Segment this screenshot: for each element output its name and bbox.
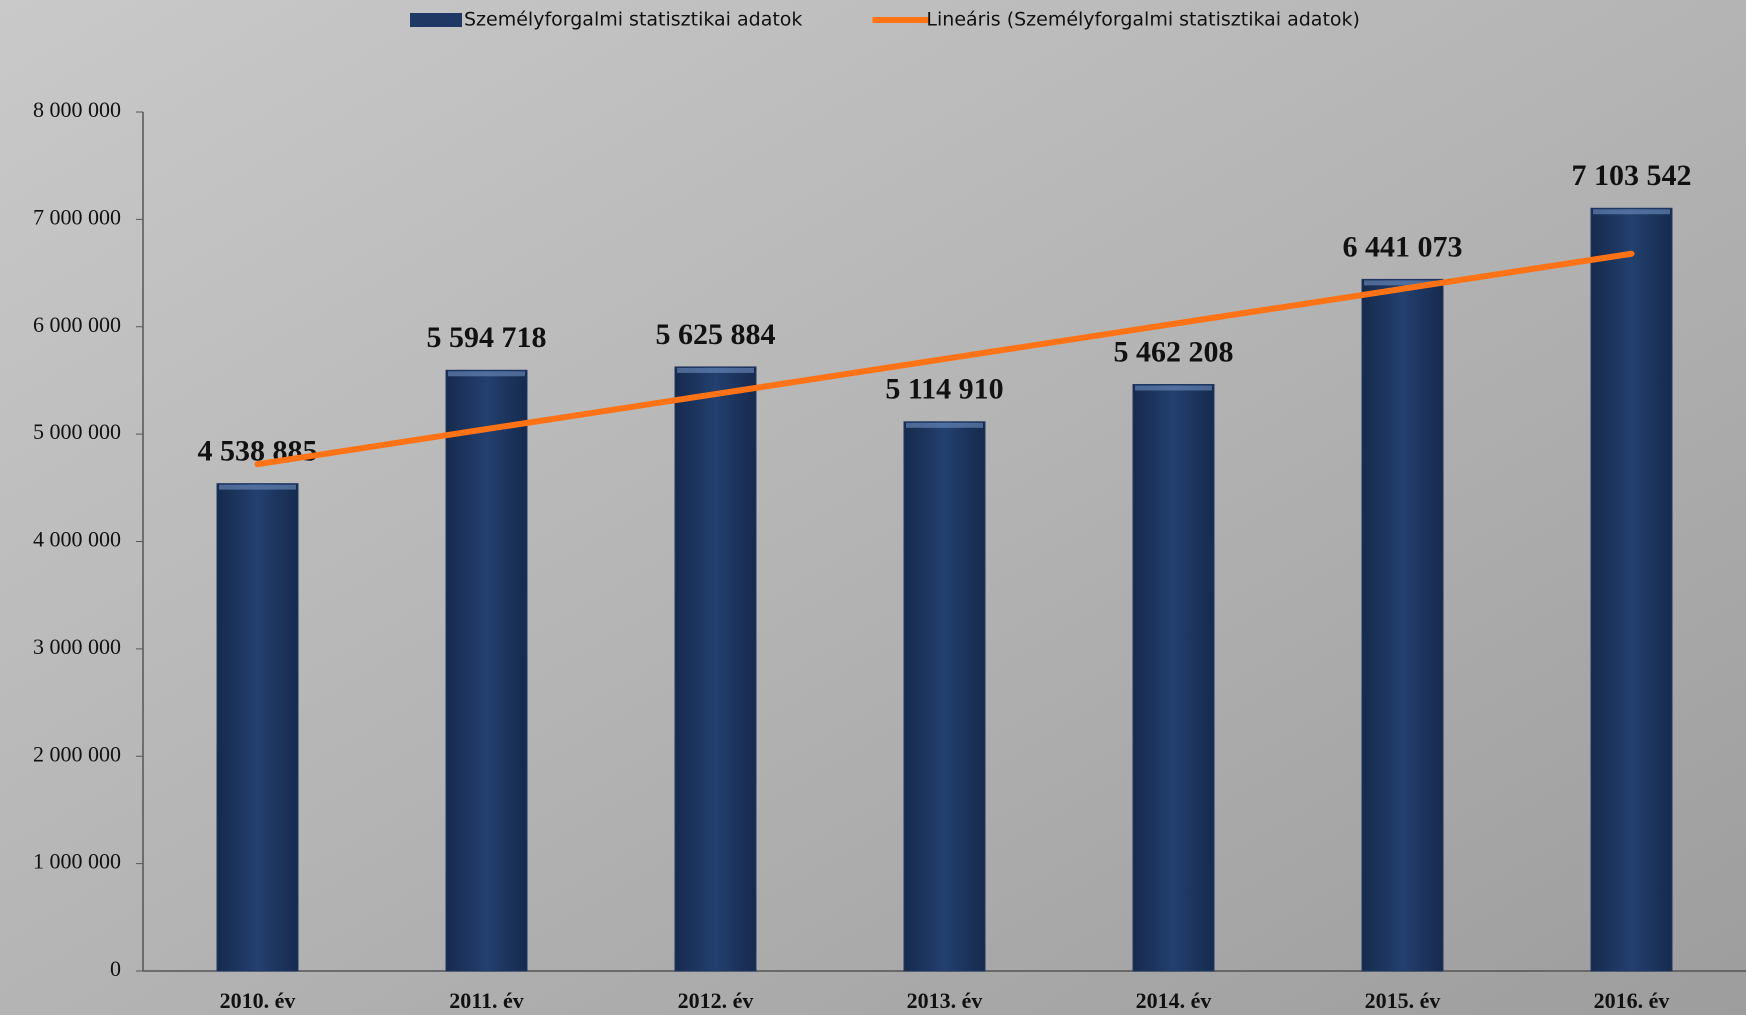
y-tick-label: 1 000 000 [33,849,121,874]
data-label: 5 462 208 [1114,335,1234,368]
x-tick-label: 2011. év [449,988,524,1013]
bar-highlight [448,371,525,377]
x-tick-label: 2016. év [1594,988,1670,1013]
bar [1590,207,1673,972]
y-tick-label: 3 000 000 [33,634,121,659]
bar [445,369,528,972]
bar-highlight [906,422,983,428]
y-tick-label: 4 000 000 [33,527,121,552]
trend-line [254,250,1635,468]
bar [674,366,757,972]
legend-label: Személyforgalmi statisztikai adatok [464,9,802,31]
data-label: 5 625 884 [656,318,776,351]
y-tick-label: 6 000 000 [33,312,121,337]
y-tick-label: 2 000 000 [33,741,121,766]
y-tick-label: 7 000 000 [33,204,121,229]
x-tick-label: 2015. év [1365,988,1441,1013]
x-tick-label: 2013. év [907,988,983,1013]
bar [216,483,299,972]
bar-highlight [677,367,754,373]
bar-highlight [1593,209,1670,215]
bar [903,421,986,972]
bar-highlight [1364,280,1441,286]
y-tick-label: 8 000 000 [33,97,121,122]
x-tick-label: 2012. év [678,988,754,1013]
bar [1132,383,1215,972]
bar-highlight [1135,385,1212,391]
data-label: 5 114 910 [885,373,1003,406]
x-tick-label: 2014. év [1136,988,1212,1013]
legend-label: Lineáris (Személyforgalmi statisztikai a… [926,9,1360,31]
y-tick-label: 5 000 000 [33,419,121,444]
bar [1361,278,1444,972]
data-label: 5 594 718 [427,321,547,354]
bar-highlight [219,484,296,490]
data-label: 6 441 073 [1343,230,1463,263]
x-tick-label: 2010. év [220,988,296,1013]
data-label: 7 103 542 [1572,159,1692,192]
y-tick-label: 0 [110,956,121,981]
legend-swatch [410,13,462,27]
